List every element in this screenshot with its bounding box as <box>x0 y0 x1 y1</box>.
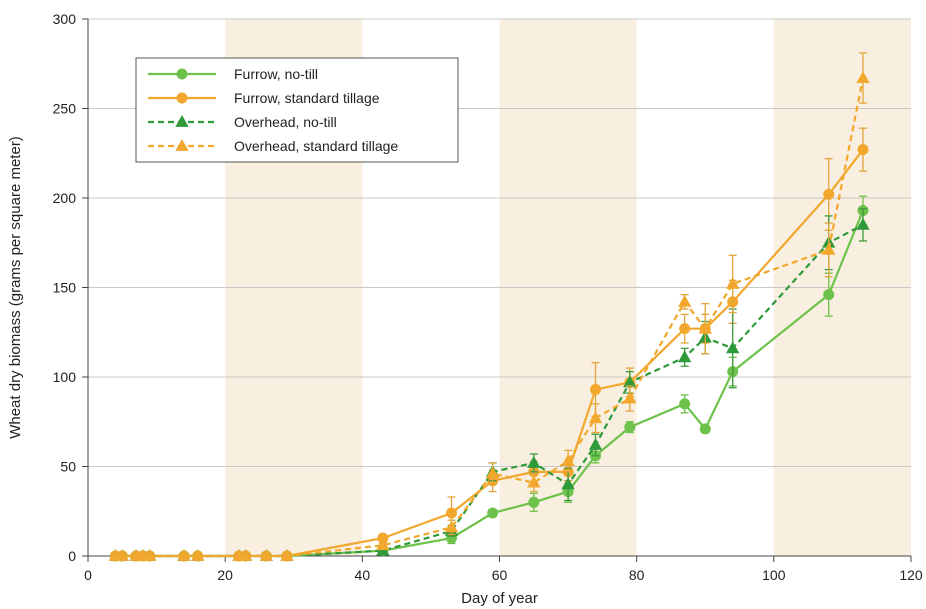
data-point <box>823 289 835 301</box>
legend-label: Overhead, standard tillage <box>234 138 398 154</box>
data-point <box>822 242 836 255</box>
legend-label: Overhead, no-till <box>234 114 337 130</box>
data-point <box>726 341 740 354</box>
legend-item-2: Overhead, no-till <box>148 114 337 130</box>
y-tick-label: 200 <box>53 190 77 206</box>
series-group <box>108 52 870 562</box>
data-point <box>590 384 602 396</box>
data-point <box>561 477 575 490</box>
data-point <box>143 549 157 561</box>
data-point <box>623 391 637 404</box>
series-3 <box>108 52 870 561</box>
legend-label: Furrow, standard tillage <box>234 90 380 106</box>
data-point <box>376 538 390 551</box>
data-point <box>444 520 459 533</box>
data-point <box>679 323 691 335</box>
x-tick-label: 100 <box>762 567 786 583</box>
y-tick-label: 300 <box>53 11 77 27</box>
tick-labels: 0 20 40 60 80 100 120 0 50 100 150 200 250 300 <box>53 11 923 583</box>
data-point <box>259 549 273 561</box>
data-point <box>177 549 191 561</box>
x-tick-label: 80 <box>629 567 645 583</box>
series-0 <box>109 195 869 562</box>
series-2 <box>108 208 870 561</box>
series-1 <box>109 127 869 562</box>
data-point <box>445 507 457 519</box>
legend-marker <box>175 115 189 127</box>
data-point <box>588 438 603 450</box>
data-point <box>678 350 692 363</box>
x-tick-label: 60 <box>492 567 508 583</box>
data-point <box>377 532 389 544</box>
legend-marker <box>176 68 188 80</box>
y-axis-title: Wheat dry biomass (grams per square mete… <box>7 136 24 439</box>
x-tick-label: 40 <box>355 567 371 583</box>
data-point <box>239 549 253 561</box>
data-point <box>528 496 540 508</box>
x-tick-label: 120 <box>899 567 923 583</box>
data-point <box>856 217 870 230</box>
y-tick-label: 0 <box>68 548 76 564</box>
data-point <box>823 188 835 200</box>
data-point <box>698 321 712 334</box>
data-point <box>527 455 541 468</box>
x-axis-title: Day of year <box>461 590 538 607</box>
data-point <box>485 466 500 479</box>
data-point <box>624 421 636 433</box>
y-tick-label: 100 <box>53 369 77 385</box>
y-tick-label: 50 <box>60 459 76 475</box>
data-point <box>623 375 637 388</box>
data-point <box>856 71 870 83</box>
data-point <box>588 411 603 424</box>
x-tick-label: 20 <box>217 567 233 583</box>
data-point <box>857 144 869 156</box>
legend-marker <box>175 139 189 151</box>
legend-item-1: Furrow, standard tillage <box>148 90 380 106</box>
legend-marker <box>176 92 188 104</box>
y-tick-label: 150 <box>53 280 77 296</box>
y-tick-label: 250 <box>53 101 77 117</box>
data-point <box>726 276 740 289</box>
legend-label: Furrow, no-till <box>234 66 318 82</box>
data-point <box>191 549 205 561</box>
data-point <box>561 454 575 467</box>
data-point <box>280 549 294 561</box>
data-point <box>487 507 499 519</box>
legend: Furrow, no-till Furrow, standard tillage O… <box>135 57 459 163</box>
x-tick-label: 0 <box>84 567 92 583</box>
legend-item-0: Furrow, no-till <box>148 66 318 82</box>
data-point <box>679 398 691 410</box>
data-point <box>678 294 692 307</box>
data-point <box>527 475 541 488</box>
legend-box <box>135 57 459 163</box>
data-point <box>699 423 711 435</box>
legend-item-3: Overhead, standard tillage <box>148 138 398 154</box>
data-point <box>115 549 129 561</box>
